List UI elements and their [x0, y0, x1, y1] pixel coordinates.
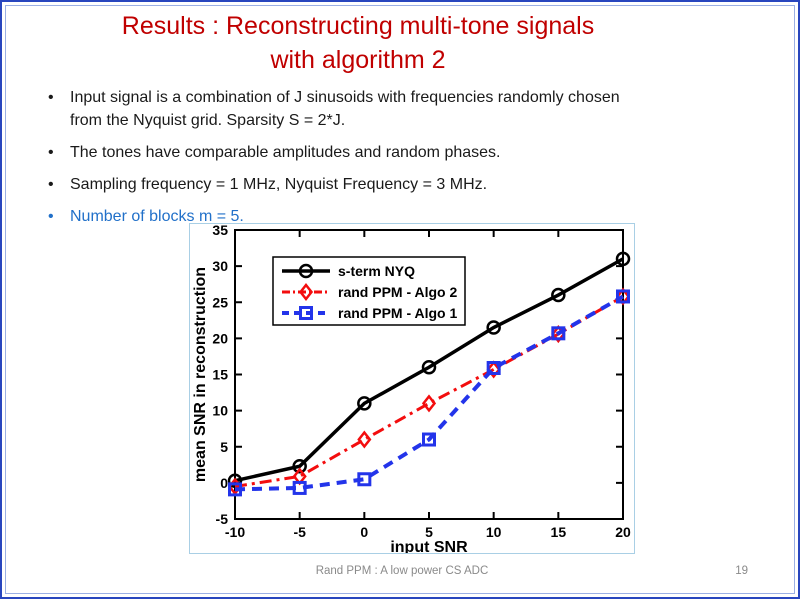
legend-entry-label: s-term NYQ	[338, 263, 415, 279]
series-marker-square	[486, 360, 501, 375]
x-tick-label: 15	[551, 524, 567, 540]
series-marker-square	[228, 482, 242, 497]
bullet-item-highlighted: • Number of blocks m = 5.	[42, 205, 762, 228]
bullet-marker: •	[48, 208, 54, 225]
bullet-line: Input signal is a combination of J sinus…	[70, 89, 620, 106]
series-line	[234, 294, 624, 492]
legend-marker-circle	[298, 263, 314, 279]
bullet-list: • Input signal is a combination of J sin…	[42, 86, 762, 237]
y-tick-label: 20	[212, 330, 228, 346]
series-marker-circle	[615, 251, 631, 267]
legend	[272, 256, 466, 326]
series-marker-circle	[421, 360, 437, 375]
page-number: 19	[735, 565, 748, 577]
slide-title-line1: Results : Reconstructing multi-tone sign…	[121, 12, 595, 40]
footer-text: Rand PPM : A low power CS ADC	[315, 565, 489, 577]
bullet-marker: •	[48, 144, 54, 161]
bullet-marker: •	[48, 89, 54, 106]
series-rand-ppm-algo-1	[228, 289, 630, 497]
y-tick-label: 15	[212, 367, 228, 383]
series-marker-diamond	[357, 430, 372, 449]
bullet-item: • Input signal is a combination of J sin…	[42, 86, 762, 132]
bullet-item: • Sampling frequency = 1 MHz, Nyquist Fr…	[42, 173, 762, 196]
series-s-term-nyq	[227, 251, 631, 488]
x-tick-label: -10	[225, 524, 245, 540]
series-marker-square	[616, 289, 630, 304]
x-tick-label: 5	[425, 524, 433, 540]
legend-entry-label: rand PPM - Algo 1	[338, 305, 457, 321]
bullet-text: Input signal is a combination of J sinus…	[70, 86, 620, 132]
legend-marker-diamond	[298, 282, 314, 302]
y-tick-label: 10	[212, 403, 228, 419]
series-marker-diamond	[421, 394, 437, 413]
legend-entry-label: rand PPM - Algo 2	[338, 284, 457, 300]
series-marker-circle	[357, 396, 372, 411]
x-tick-label: 0	[360, 524, 368, 540]
bullet-text: Number of blocks m = 5.	[70, 205, 244, 228]
y-tick-label: -5	[216, 511, 229, 527]
chart-frame: -10 -5 0 5 10 15 20 -5 0 5 10 15 20 25 30 35 input SNR me…	[189, 222, 635, 556]
bullet-marker: •	[48, 176, 54, 193]
series-marker-square	[422, 432, 436, 447]
y-tick-label: 30	[212, 258, 228, 274]
y-tick-label: 0	[220, 475, 228, 491]
y-tick-label: 35	[212, 224, 228, 238]
bullet-line: from the Nyquist grid. Sparsity S = 2*J.	[70, 112, 346, 129]
y-tick-label: 5	[220, 439, 228, 455]
bullet-item: • The tones have comparable amplitudes a…	[42, 141, 762, 164]
slide-title-line2: with algorithm 2	[270, 46, 446, 74]
series-marker-diamond	[486, 360, 501, 379]
series-line	[234, 257, 624, 483]
slide-title: Results : Reconstructing multi-tone sign…	[14, 9, 702, 77]
series-marker-square	[292, 480, 307, 495]
series-marker-circle	[292, 459, 307, 474]
series-marker-square	[551, 326, 566, 341]
series-marker-circle	[486, 320, 501, 335]
bullet-text: The tones have comparable amplitudes and…	[70, 141, 500, 164]
bullet-line: The tones have comparable amplitudes and…	[70, 144, 501, 161]
x-tick-label: 20	[615, 524, 631, 540]
x-tick-label: 10	[486, 524, 502, 540]
y-axis-label: mean SNR in reconstruction	[192, 267, 209, 482]
legend-marker-square	[299, 306, 313, 320]
series-marker-square	[357, 472, 372, 487]
series-marker-circle	[551, 287, 566, 303]
bullet-line: Sampling frequency = 1 MHz, Nyquist Freq…	[70, 176, 488, 193]
bullet-line: Number of blocks m = 5.	[70, 208, 244, 225]
y-tick-label: 25	[212, 294, 228, 310]
bullet-text: Sampling frequency = 1 MHz, Nyquist Freq…	[70, 173, 487, 196]
x-tick-label: -5	[293, 524, 306, 540]
x-axis-label: input SNR	[390, 539, 468, 553]
series-marker-circle	[227, 473, 243, 488]
